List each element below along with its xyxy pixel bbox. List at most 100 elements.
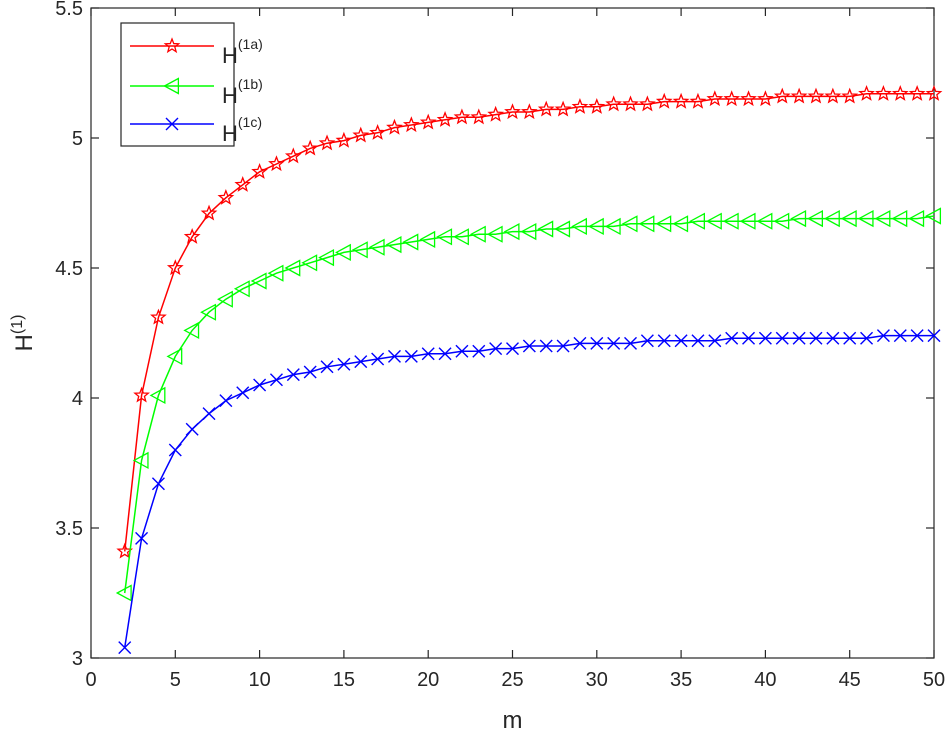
series-line (123, 215, 935, 594)
star-marker (908, 84, 926, 101)
y-axis-label-sup: (1) (9, 315, 26, 335)
x-marker (607, 336, 621, 350)
triangle-left-marker (284, 259, 301, 277)
triangle-left-marker (115, 584, 132, 602)
triangle-left-marker (250, 272, 267, 290)
x-marker (927, 329, 941, 343)
star-marker (369, 123, 386, 140)
star-marker (284, 147, 302, 164)
star-marker (622, 95, 639, 112)
triangle-left-marker (402, 233, 419, 251)
x-marker (573, 336, 587, 350)
triangle-left-marker (486, 225, 503, 243)
star-marker (773, 87, 791, 104)
star-marker (318, 134, 336, 151)
x-marker (860, 331, 874, 345)
triangle-left-marker (453, 228, 469, 246)
x-marker (539, 339, 553, 353)
star-marker (436, 110, 454, 127)
series-line (123, 93, 934, 552)
x-marker (219, 394, 233, 408)
x-tick-label: 20 (417, 669, 439, 691)
x-marker (236, 386, 250, 400)
star-marker (301, 139, 319, 156)
star-marker (891, 84, 909, 101)
triangle-left-marker (385, 236, 402, 254)
triangle-left-marker (722, 212, 739, 230)
star-marker (875, 84, 892, 101)
x-marker (657, 334, 671, 348)
series-line (123, 334, 934, 648)
x-marker (826, 331, 840, 345)
star-marker (402, 116, 420, 133)
triangle-left-marker (773, 212, 790, 230)
triangle-left-marker (790, 210, 807, 228)
star-marker (470, 108, 488, 125)
x-marker (876, 329, 890, 343)
legend-entry-sup: (1a) (238, 36, 263, 52)
star-marker (807, 87, 825, 104)
x-marker (590, 336, 604, 350)
star-marker (268, 155, 285, 172)
x-marker (624, 336, 638, 350)
x-marker (725, 331, 739, 345)
x-marker (371, 352, 385, 366)
triangle-left-marker (571, 217, 587, 235)
x-marker (421, 347, 435, 361)
x-marker (185, 422, 199, 436)
triangle-left-marker (520, 223, 537, 241)
triangle-left-marker (638, 215, 655, 233)
y-tick-label: 4 (72, 388, 83, 410)
triangle-left-marker (587, 217, 604, 235)
x-marker (202, 407, 216, 421)
triangle-left-marker (132, 451, 149, 469)
x-marker (691, 334, 705, 348)
x-marker (775, 331, 789, 345)
triangle-left-marker (756, 212, 773, 230)
triangle-left-marker (739, 212, 756, 230)
x-marker (438, 347, 452, 361)
triangle-left-marker (335, 243, 351, 261)
star-marker (740, 90, 757, 107)
legend-entry-base: H (222, 121, 238, 146)
star-marker (163, 37, 181, 54)
star-marker (504, 103, 521, 120)
y-axis-label-base: H (11, 334, 38, 351)
legend-entry-label: H(1b) (222, 76, 263, 108)
triangle-left-marker (874, 210, 891, 228)
triangle-left-marker (823, 210, 840, 228)
y-tick-label: 3.5 (55, 518, 83, 540)
x-marker (354, 355, 368, 369)
star-marker (925, 84, 943, 101)
star-marker (352, 126, 370, 143)
x-axis-label: m (503, 707, 523, 733)
star-marker (672, 92, 690, 109)
star-marker (133, 386, 150, 403)
series-layer (115, 84, 943, 655)
star-marker (487, 105, 505, 122)
star-marker (554, 100, 572, 117)
x-marker (286, 368, 300, 382)
triangle-left-marker (554, 220, 571, 238)
triangle-left-marker (705, 212, 722, 230)
star-marker (639, 95, 656, 112)
triangle-left-marker (233, 280, 250, 298)
triangle-left-marker (537, 220, 554, 238)
x-marker (556, 339, 570, 353)
legend-box (120, 22, 235, 147)
triangle-left-marker (368, 238, 385, 256)
y-tick-label: 4.5 (55, 258, 83, 280)
star-marker (757, 90, 774, 107)
triangle-left-marker (925, 207, 942, 225)
x-marker (303, 365, 317, 379)
triangle-left-marker (689, 212, 705, 230)
star-marker (790, 87, 808, 104)
triangle-left-marker (469, 225, 486, 243)
triangle-left-marker (183, 321, 200, 339)
triangle-left-marker (163, 77, 180, 95)
x-marker (708, 334, 722, 348)
star-marker (537, 100, 555, 117)
y-tick-label: 3 (72, 648, 83, 670)
